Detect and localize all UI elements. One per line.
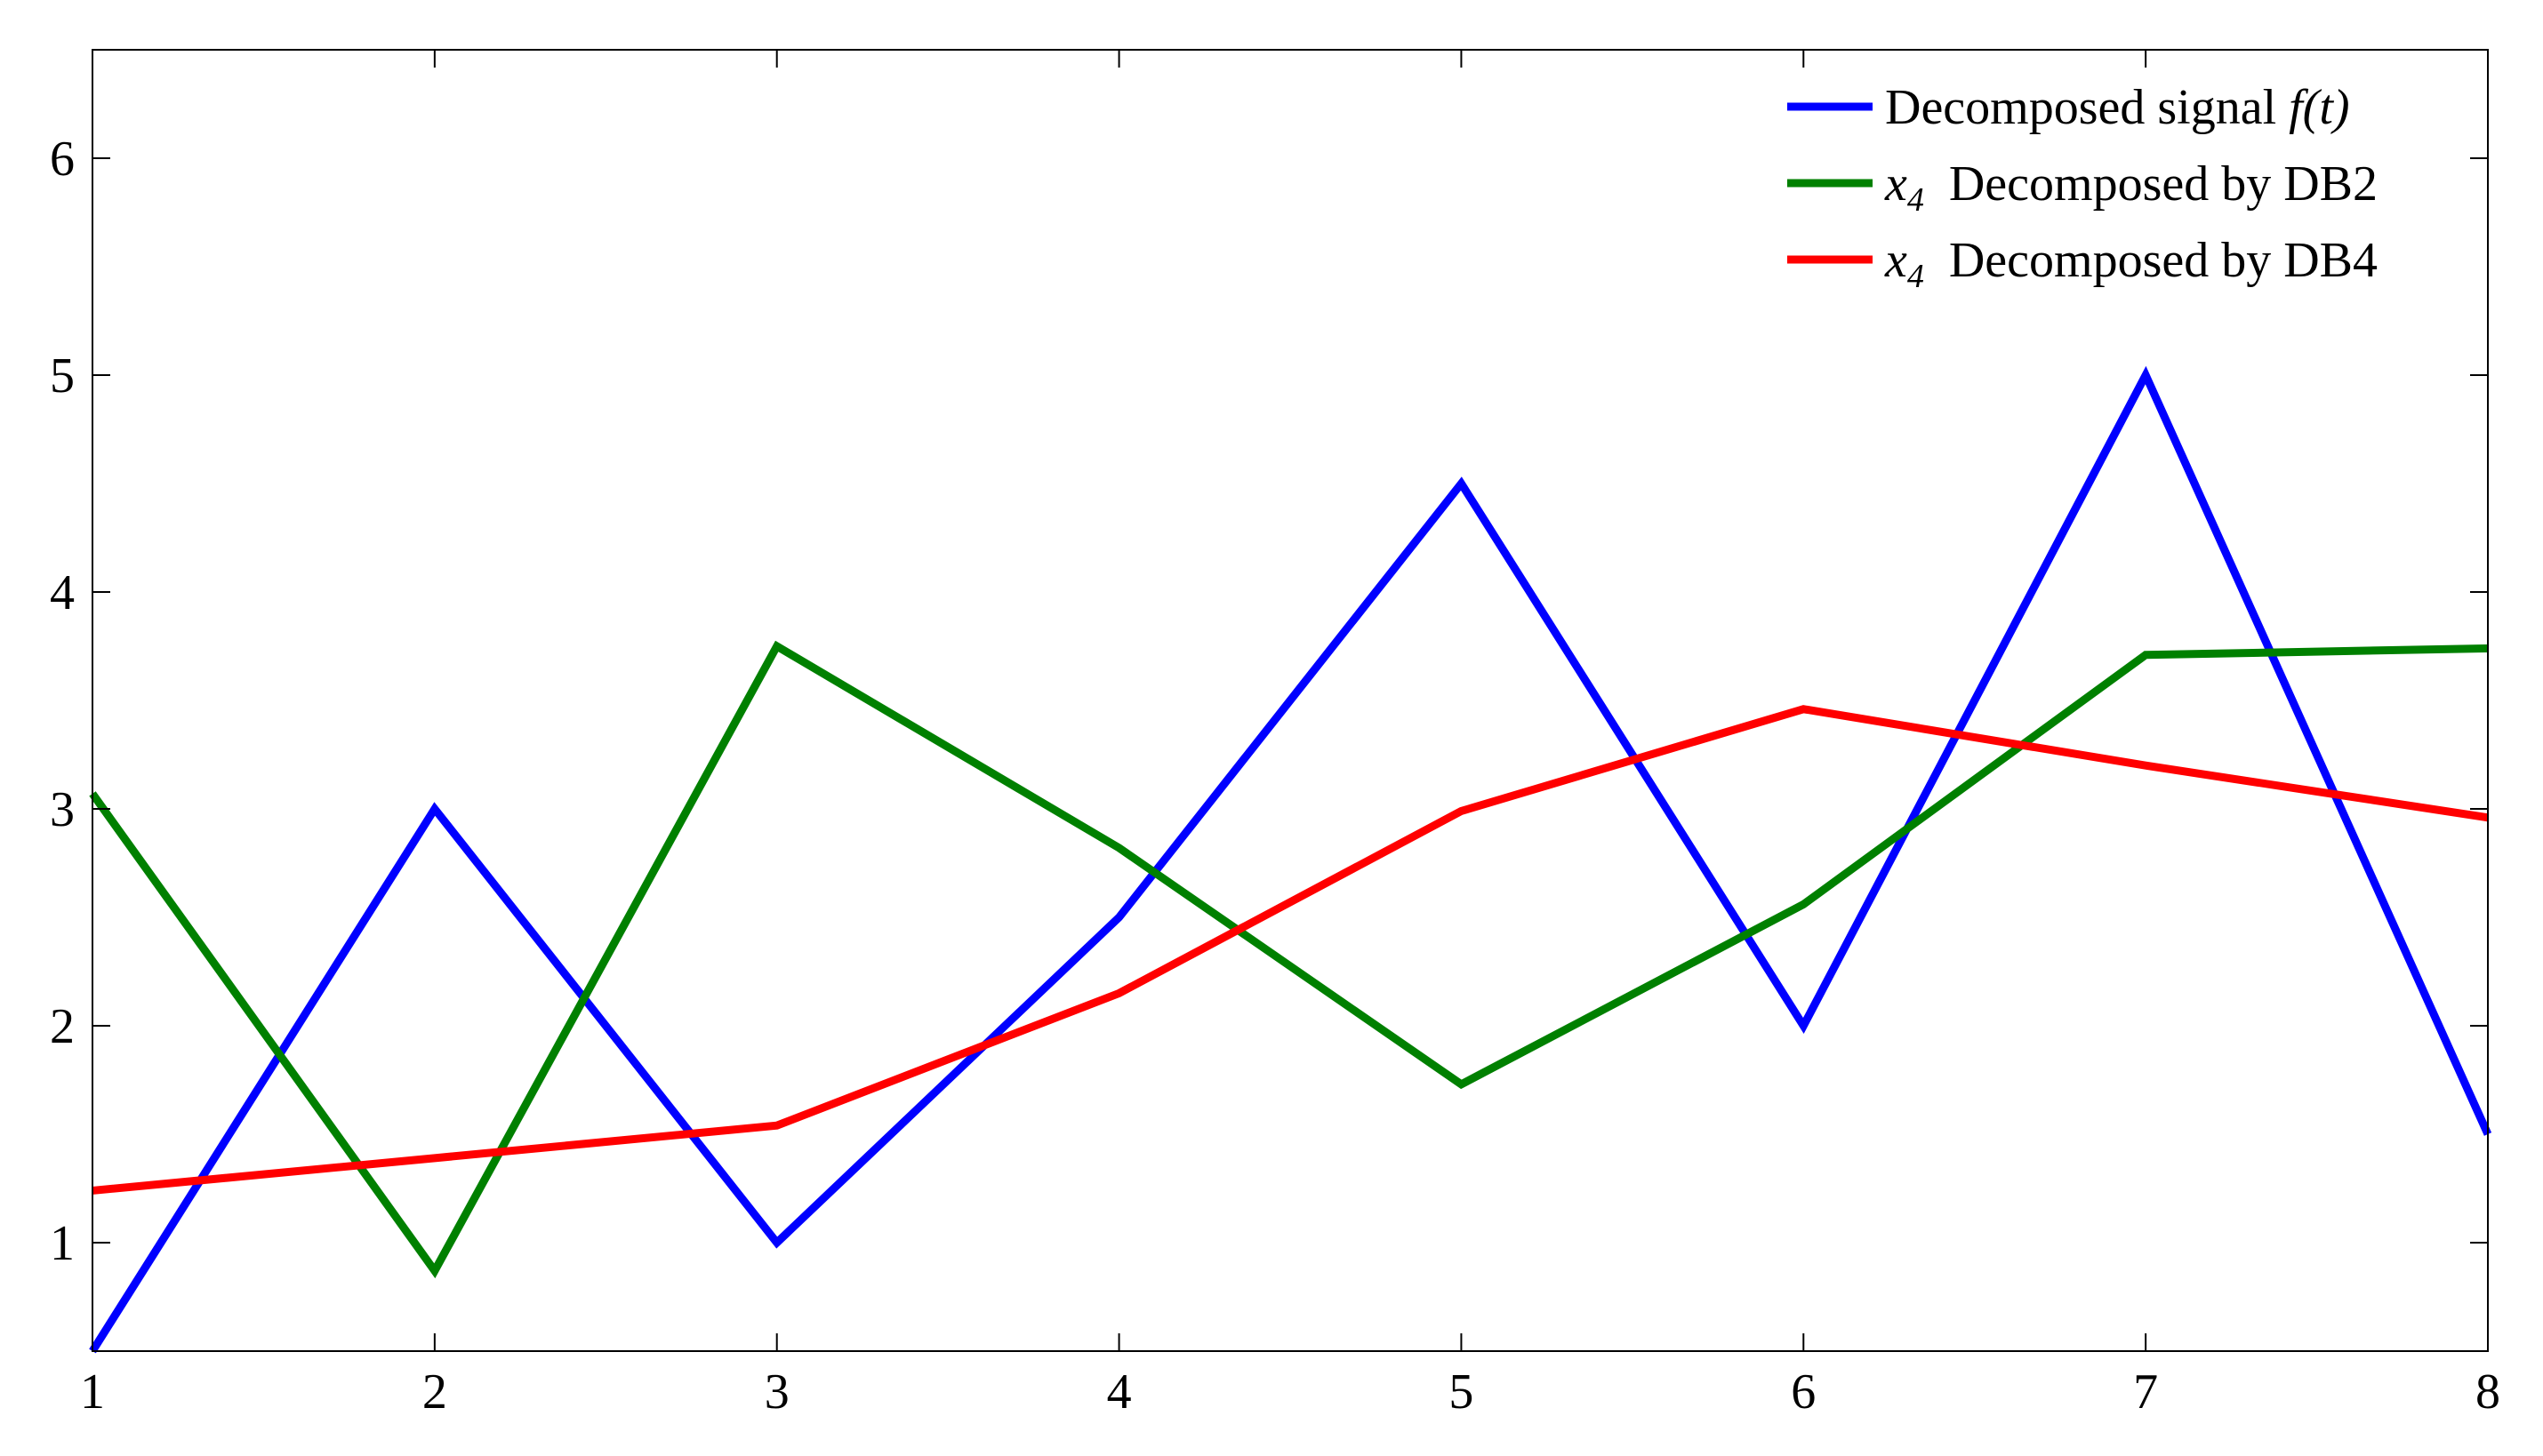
x-tick-label: 5 [1448,1364,1473,1420]
y-tick-label: 3 [50,782,75,837]
x-tick-label: 6 [1791,1364,1816,1420]
series-line-3 [92,705,2489,1195]
legend-label-2: x4 Decomposed by DB2 [1884,156,2378,219]
y-tick-label: 5 [50,348,75,404]
y-tick-label: 6 [50,132,75,187]
x-tick-label: 7 [2133,1364,2158,1420]
x-tick-label: 2 [422,1364,447,1420]
series-line-2 [89,640,2489,1279]
y-tick-label: 4 [50,565,75,620]
y-tick-label: 2 [50,999,75,1054]
plot-area-frame [92,49,2489,1352]
x-tick-label: 3 [765,1364,790,1420]
axis-ticks: 1 2 3 4 5 6 7 8 1 2 3 4 5 6 [50,50,2500,1420]
x-tick-label: 1 [80,1364,105,1420]
legend: Decomposed signal f(t) x4 Decomposed by D… [1787,80,2378,295]
x-tick-label: 4 [1107,1364,1132,1420]
series-layer [89,365,2492,1354]
y-tick-label: 1 [50,1216,75,1271]
legend-label-3: x4 Decomposed by DB4 [1884,233,2378,295]
x-tick-label: 8 [2475,1364,2500,1420]
series-line-1 [89,365,2492,1354]
legend-label-1: Decomposed signal f(t) [1885,80,2350,135]
